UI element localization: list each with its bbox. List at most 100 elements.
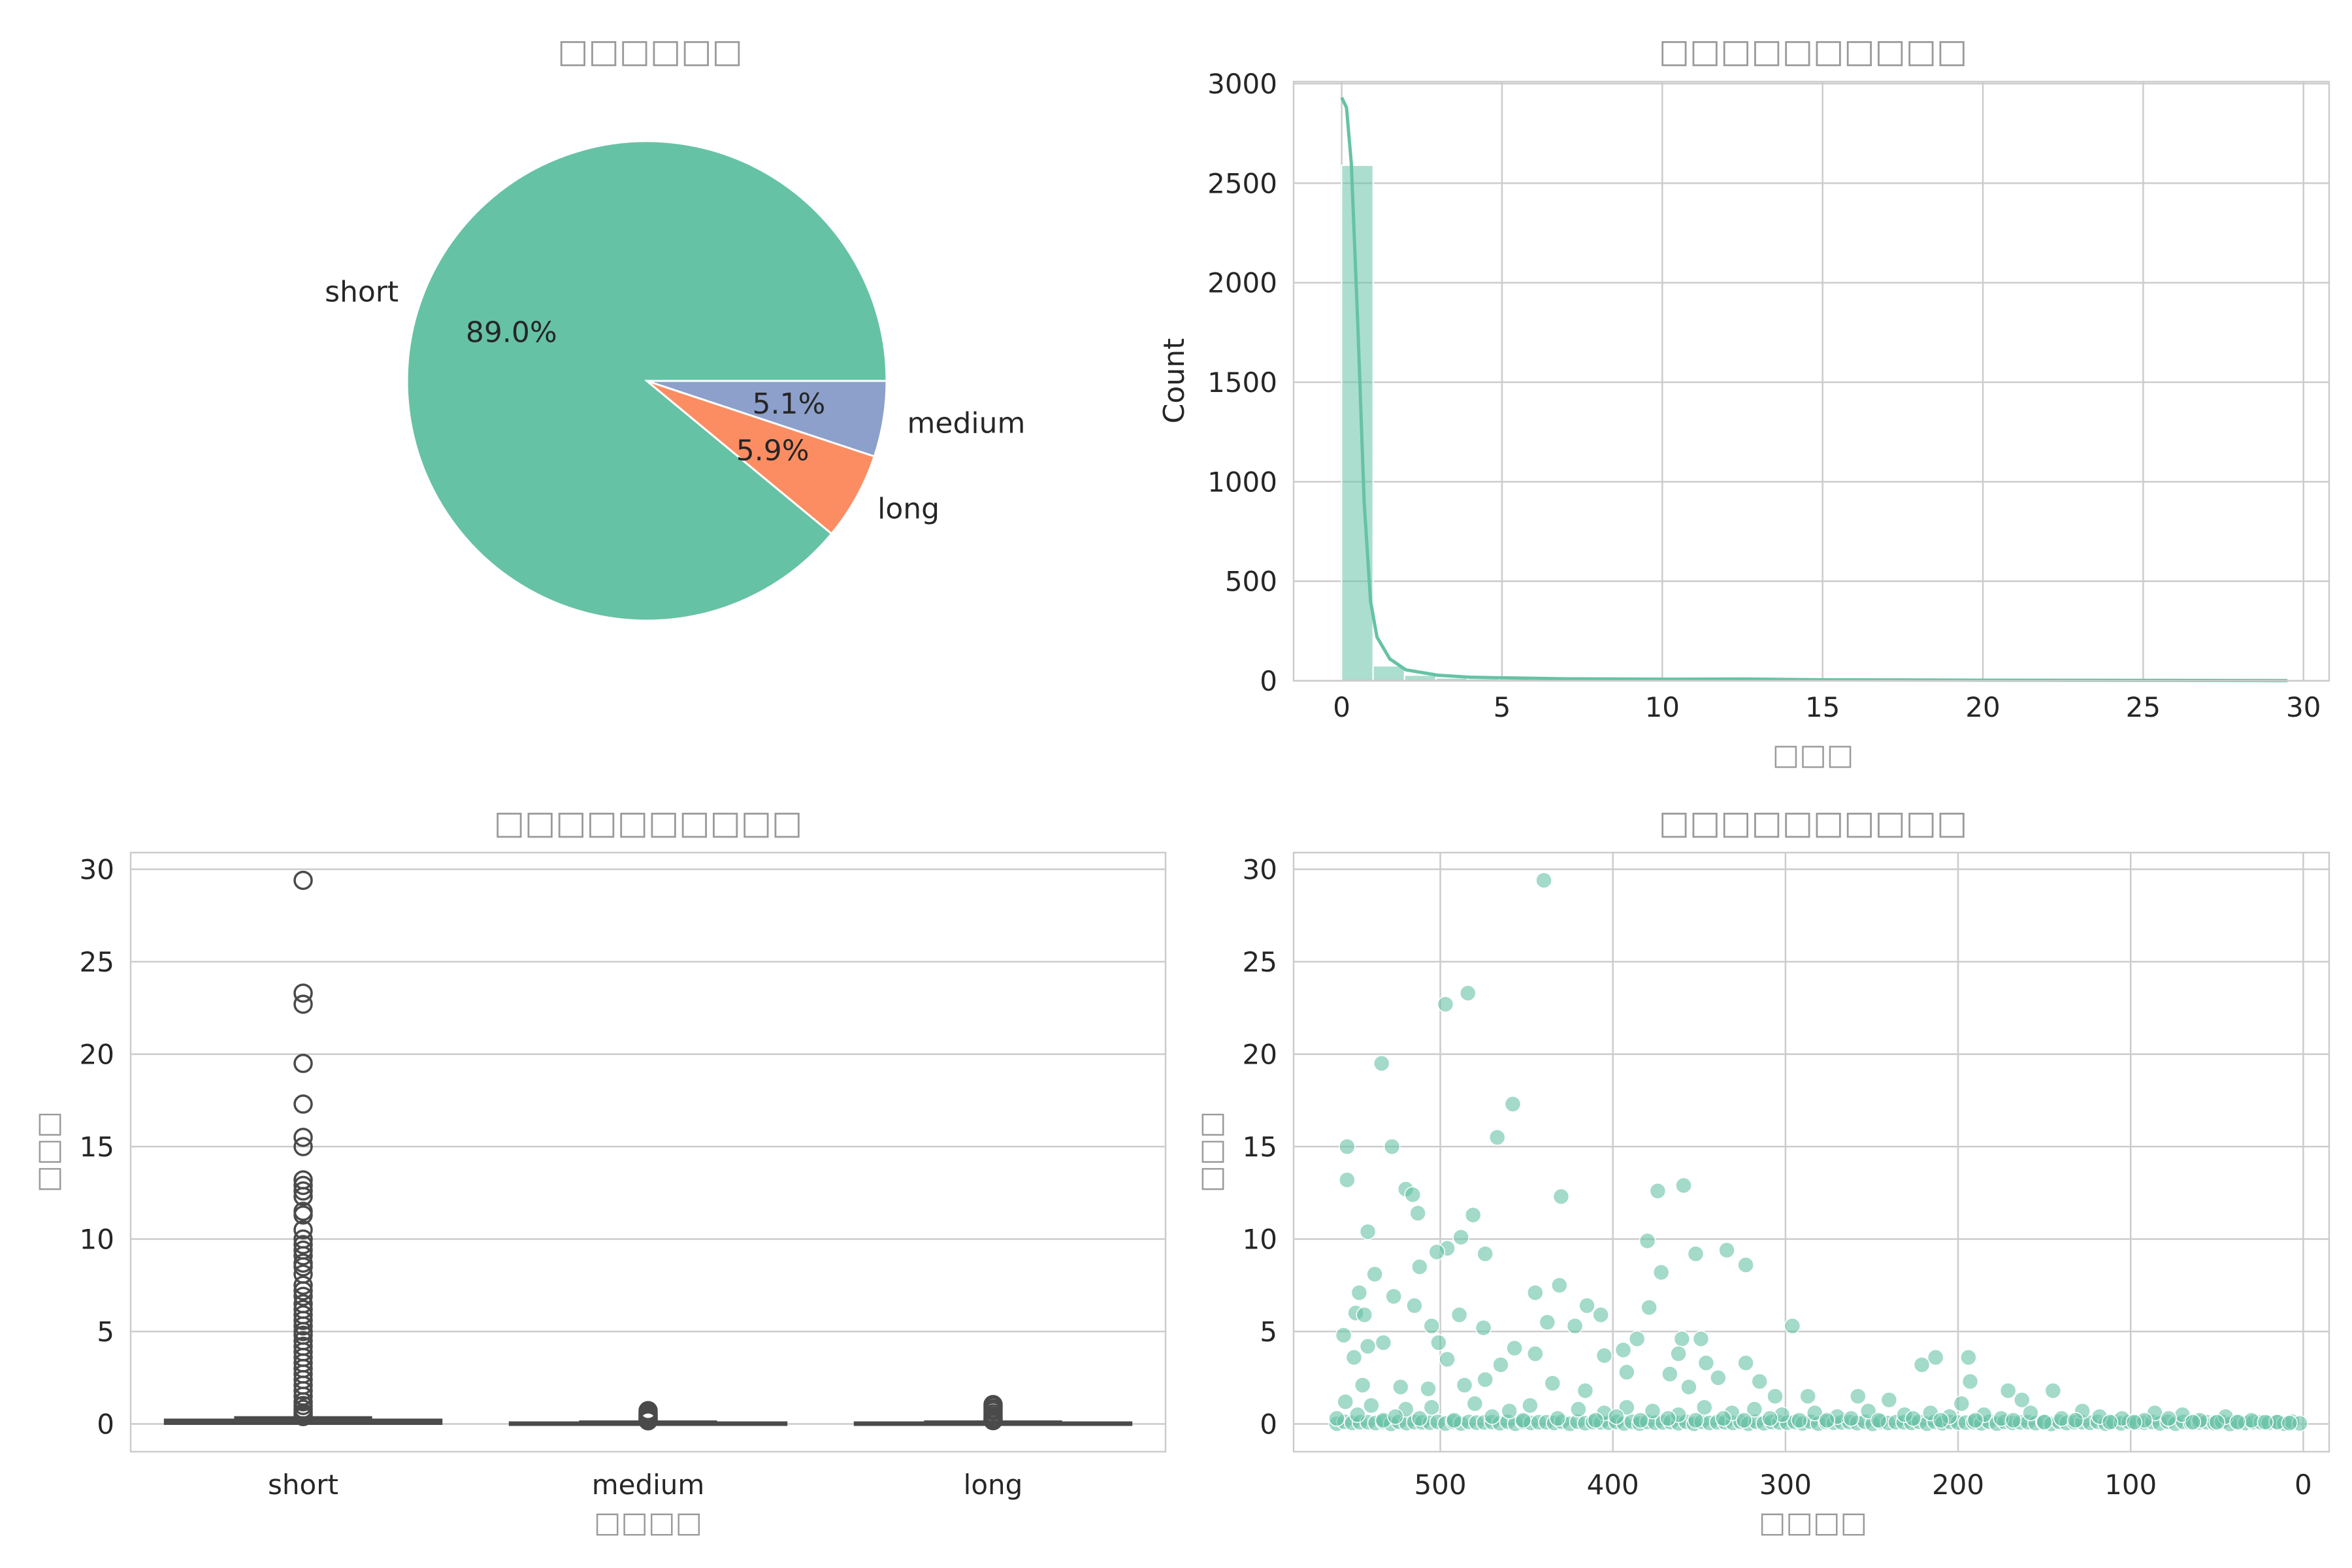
histogram-xtick: 5 bbox=[1494, 691, 1511, 723]
scatter-point bbox=[1799, 1388, 1816, 1405]
scatter-point bbox=[1587, 1412, 1605, 1429]
scatter-point bbox=[1953, 1395, 1970, 1413]
box-outlier bbox=[293, 1175, 313, 1196]
boxplot-frame bbox=[129, 851, 1167, 1453]
scatter-point bbox=[1761, 1410, 1778, 1427]
scatter-point bbox=[1475, 1319, 1492, 1337]
pie-label-medium: medium bbox=[907, 406, 1026, 440]
scatter-point bbox=[1687, 1245, 1705, 1262]
scatter-point bbox=[1375, 1334, 1392, 1351]
scatter-point bbox=[1335, 1326, 1352, 1344]
scatter-point bbox=[1913, 1356, 1931, 1373]
scatter-ytick: 25 bbox=[1243, 946, 1277, 978]
scatter-point bbox=[2066, 1412, 2084, 1429]
scatter-point bbox=[2125, 1413, 2143, 1431]
scatter-point bbox=[1504, 1096, 1522, 1113]
scatter-point bbox=[1961, 1373, 1979, 1390]
histogram-xtick: 25 bbox=[2126, 691, 2161, 723]
scatter-point bbox=[1670, 1345, 1687, 1362]
scatter-point bbox=[1385, 1288, 1402, 1305]
pie-pct-medium: 5.1% bbox=[752, 387, 825, 421]
scatter-point bbox=[1718, 1241, 1735, 1259]
scatter-point bbox=[1460, 985, 1477, 1002]
pie-slices bbox=[406, 140, 888, 622]
scatter-point bbox=[1450, 1306, 1468, 1324]
box-medium bbox=[508, 1401, 788, 1431]
scatter-point bbox=[1552, 1188, 1570, 1205]
scatter-point bbox=[1614, 1341, 1632, 1359]
box-outlier bbox=[293, 1205, 313, 1225]
scatter-ytick: 5 bbox=[1260, 1316, 1277, 1348]
scatter-frame bbox=[1292, 851, 2330, 1453]
scatter-point bbox=[2229, 1413, 2246, 1431]
scatter-point bbox=[1409, 1205, 1426, 1222]
box-outlier bbox=[293, 1286, 313, 1307]
scatter-point bbox=[2184, 1413, 2202, 1431]
scatter-point bbox=[1348, 1406, 1366, 1424]
box-outlier bbox=[293, 994, 313, 1014]
scatter-xlabel: □□□□ bbox=[1759, 1506, 1867, 1539]
scatter-point bbox=[1392, 1379, 1409, 1396]
scatter-point bbox=[1411, 1410, 1428, 1427]
scatter-point bbox=[1411, 1258, 1428, 1275]
scatter-ytick: 30 bbox=[1243, 853, 1277, 885]
histogram-xlabel: □□□ bbox=[1772, 738, 1854, 772]
scatter-point bbox=[1406, 1297, 1423, 1315]
boxplot-ytick: 5 bbox=[97, 1316, 114, 1348]
scatter-point bbox=[1639, 1232, 1656, 1250]
box-outlier bbox=[293, 1380, 313, 1401]
scatter-point bbox=[1818, 1412, 1836, 1429]
box-outlier bbox=[293, 1128, 313, 1147]
scatter-point bbox=[2101, 1413, 2119, 1431]
scatter-point bbox=[1608, 1408, 1625, 1425]
scatter-ytick: 15 bbox=[1243, 1131, 1277, 1163]
scatter-point bbox=[1373, 1054, 1390, 1072]
scatter-point bbox=[1445, 1412, 1463, 1429]
pie-label-short: short bbox=[325, 275, 399, 308]
scatter-point bbox=[1477, 1371, 1494, 1388]
histogram-ytick: 2000 bbox=[1207, 267, 1277, 299]
box-outlier bbox=[293, 1186, 313, 1207]
scatter-point bbox=[1404, 1186, 1422, 1203]
scatter-point bbox=[2257, 1413, 2274, 1431]
boxplot-ytick: 0 bbox=[97, 1409, 114, 1441]
histogram-frame bbox=[1292, 80, 2330, 682]
scatter-point bbox=[1439, 1350, 1456, 1368]
scatter-point bbox=[1423, 1317, 1441, 1335]
scatter-point bbox=[2160, 1410, 2178, 1427]
histogram-ytick: 2500 bbox=[1207, 167, 1277, 199]
boxplot-xtick-short: short bbox=[268, 1469, 338, 1501]
pie-slice-long bbox=[646, 380, 876, 536]
scatter-point bbox=[1337, 1393, 1354, 1411]
pie-chart-title: □□□□□□ bbox=[557, 32, 742, 70]
scatter-point bbox=[1687, 1412, 1705, 1429]
scatter-panel: □□□□□□□□□□ 500 400 300 200 100 0051015202530 … bbox=[1194, 804, 2330, 1539]
histogram-title: □□□□□□□□□□ bbox=[1659, 32, 1967, 70]
scatter-point bbox=[1578, 1297, 1595, 1315]
scatter-point bbox=[1649, 1183, 1667, 1200]
histogram-ytick: 1000 bbox=[1207, 466, 1277, 498]
box-outlier bbox=[293, 1246, 313, 1266]
scatter-point bbox=[1652, 1264, 1670, 1281]
scatter-point bbox=[1570, 1401, 1587, 1418]
scatter-point bbox=[1767, 1388, 1784, 1405]
pie-labels: short 89.0% long 5.9% medium 5.1% bbox=[325, 275, 1025, 525]
boxplot-title: □□□□□□□□□□ bbox=[494, 804, 802, 841]
box-outlier bbox=[293, 1235, 313, 1254]
scatter-point bbox=[1806, 1404, 1823, 1422]
histogram-ytick: 0 bbox=[1260, 665, 1277, 697]
box-outlier bbox=[293, 1220, 313, 1240]
scatter-point bbox=[1595, 1347, 1613, 1364]
histogram-ytick: 3000 bbox=[1207, 68, 1277, 100]
histogram-ylabel: Count bbox=[1158, 338, 1191, 424]
scatter-point bbox=[1345, 1348, 1363, 1366]
scatter-point bbox=[1695, 1399, 1713, 1416]
scatter-point bbox=[1791, 1412, 1808, 1429]
scatter-point bbox=[1423, 1399, 1441, 1416]
box-long bbox=[853, 1395, 1133, 1431]
scatter-point bbox=[1350, 1284, 1368, 1301]
scatter-point bbox=[1527, 1345, 1544, 1362]
pie-label-long: long bbox=[877, 493, 939, 526]
histogram-xtick: 10 bbox=[1645, 691, 1680, 723]
